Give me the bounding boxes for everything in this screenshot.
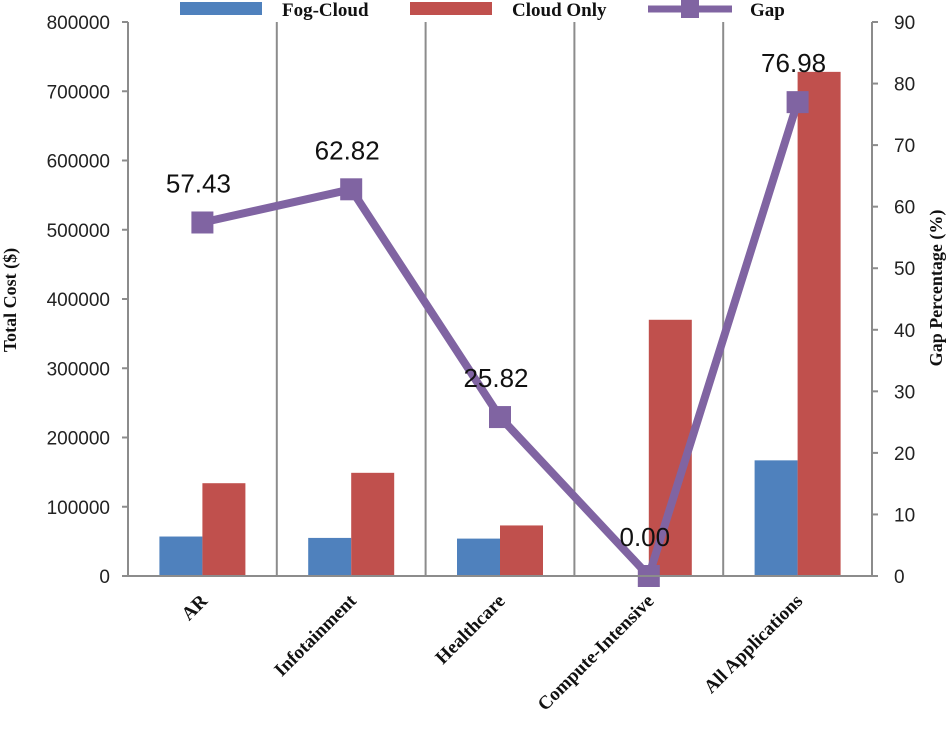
- category-labels: AR Infotainment Healthcare Compute-Intensiv…: [178, 590, 807, 715]
- left-tick-label: 800000: [47, 13, 110, 34]
- bar-cloud-only: [500, 525, 543, 576]
- category-label: Healthcare: [432, 591, 510, 669]
- bar-cloud-only: [648, 319, 692, 576]
- left-tick-label: 200000: [47, 429, 110, 450]
- vertical-gridlines: [275, 22, 725, 576]
- gap-marker: [191, 211, 214, 234]
- bar-cloud-only: [351, 472, 395, 576]
- left-tick-label: 500000: [47, 221, 110, 242]
- gap-data-label: 76.98: [761, 48, 826, 78]
- gap-line: [201, 100, 802, 580]
- left-axis-title: Total Cost ($): [0, 248, 21, 352]
- gap-marker: [340, 178, 363, 201]
- gap-marker: [489, 406, 511, 429]
- gap-marker: [786, 91, 809, 114]
- gap-data-label: 0.00: [619, 522, 670, 552]
- category-label: Compute-Intensive: [534, 591, 659, 716]
- right-axis-title: Gap Percentage (%): [926, 210, 947, 367]
- right-tick-label: 50: [894, 259, 915, 280]
- legend-swatch: [180, 2, 262, 15]
- legend-label: Gap: [750, 0, 785, 21]
- category-label: All Applications: [700, 591, 807, 698]
- gap-line-series: 57.43 62.82 25.82 0.00 76.98: [166, 48, 826, 587]
- right-tick-label: 60: [894, 198, 915, 219]
- left-tick-label: 100000: [47, 498, 110, 519]
- bar-fog-cloud: [457, 538, 500, 576]
- right-tick-label: 70: [894, 136, 915, 157]
- right-tick-label: 40: [894, 321, 915, 342]
- legend: Fog-Cloud Cloud Only Gap: [180, 0, 785, 21]
- legend-swatch-marker: [681, 0, 699, 18]
- bar-fog-cloud: [308, 537, 352, 576]
- right-tick-label: 0: [894, 567, 905, 588]
- gap-data-label: 57.43: [166, 168, 231, 198]
- left-tick-label: 300000: [47, 359, 110, 380]
- bar-fog-cloud: [754, 460, 798, 576]
- right-tick-label: 20: [894, 444, 915, 465]
- left-tick-label: 600000: [47, 152, 110, 173]
- legend-label: Cloud Only: [512, 0, 607, 21]
- gap-data-label: 25.82: [463, 363, 528, 393]
- legend-swatch: [410, 2, 492, 15]
- bar-cloud-only: [797, 71, 841, 577]
- category-label: AR: [178, 590, 212, 624]
- right-tick-label: 90: [894, 13, 915, 34]
- left-tick-label: 0: [99, 567, 110, 588]
- right-tick-label: 10: [894, 505, 915, 526]
- right-tick-label: 80: [894, 75, 915, 96]
- left-axis-ticks: 0 100000 200000 300000 400000 500000 600000 700…: [47, 13, 128, 588]
- bar-series: [159, 71, 841, 577]
- left-tick-label: 700000: [47, 82, 110, 103]
- bar-fog-cloud: [159, 536, 203, 576]
- bar-cloud-only: [202, 483, 246, 576]
- legend-label: Fog-Cloud: [282, 0, 369, 21]
- right-tick-label: 30: [894, 382, 915, 403]
- left-tick-label: 400000: [47, 290, 110, 311]
- gap-data-label: 62.82: [315, 135, 380, 165]
- right-axis-ticks: 0 10 20 30 40 50 60 70 80 90: [872, 13, 915, 588]
- category-label: Infotainment: [270, 590, 361, 681]
